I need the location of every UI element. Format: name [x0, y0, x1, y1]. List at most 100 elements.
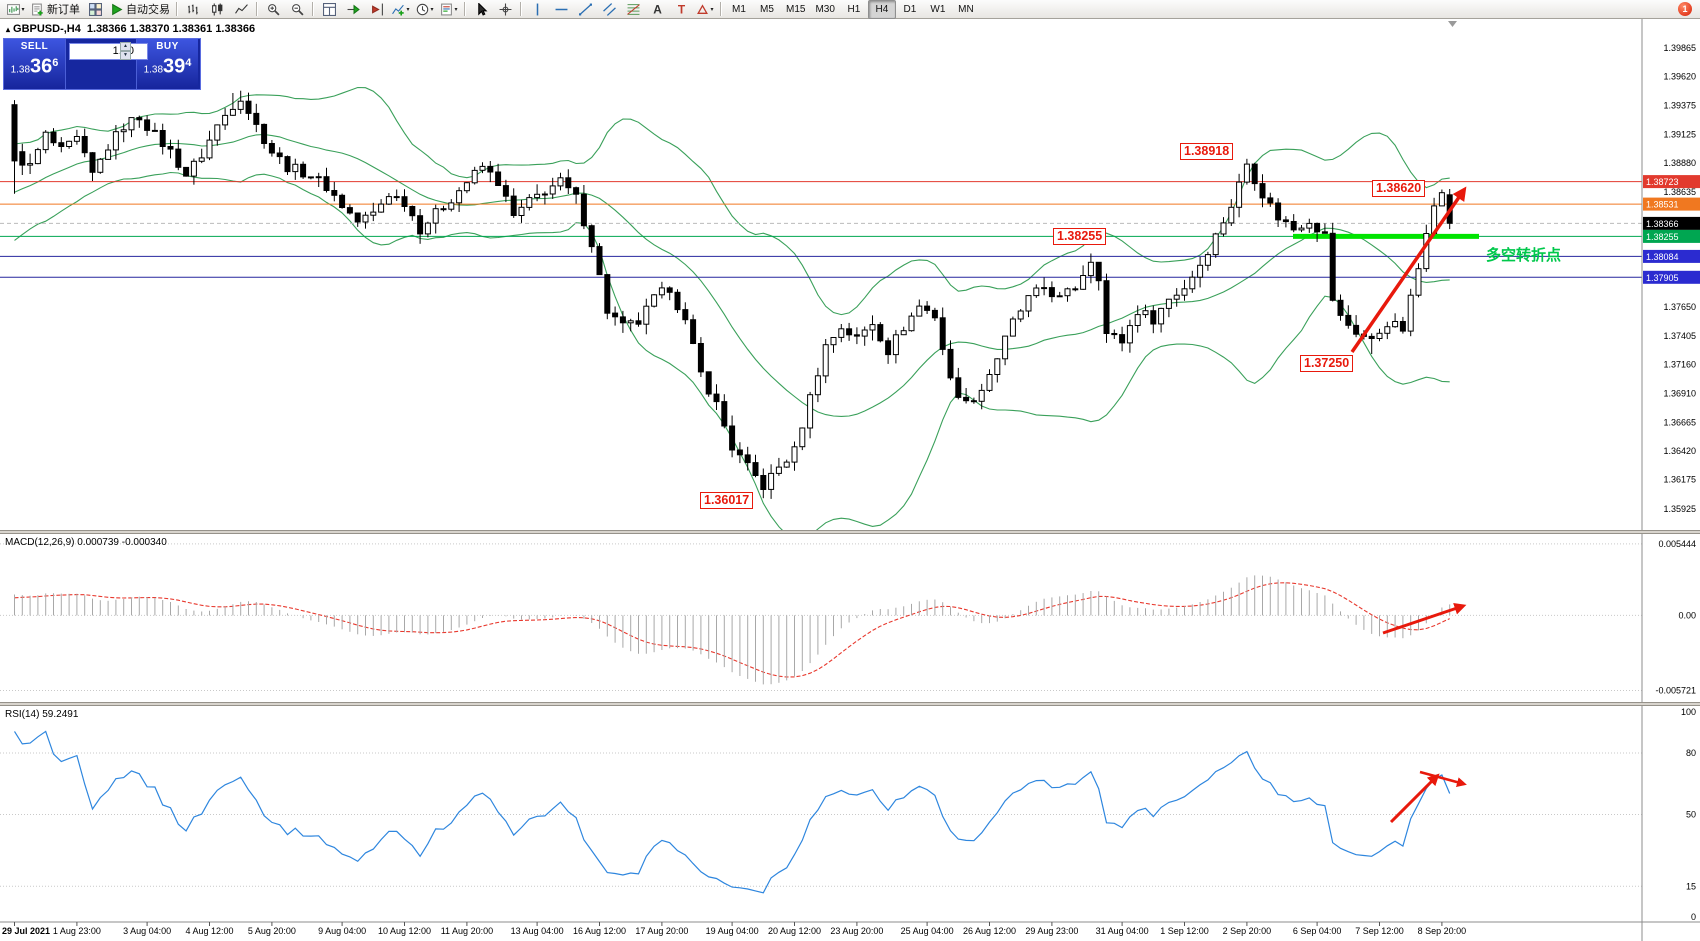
timeframe-h1-button[interactable]: H1	[847, 3, 861, 15]
new-order-button[interactable]: 新订单	[28, 0, 83, 19]
volume-section: ▲ ▼	[66, 39, 148, 89]
candle-body	[877, 324, 884, 342]
bar-chart-button[interactable]	[181, 0, 205, 19]
label-button[interactable]: T	[669, 0, 693, 19]
candle-body	[752, 462, 759, 477]
template-icon	[441, 3, 453, 15]
horizontal-line-button[interactable]	[549, 0, 573, 19]
candle-body	[635, 320, 642, 325]
candle-body	[1353, 324, 1360, 335]
trend-arrow[interactable]	[1350, 186, 1467, 353]
tile-windows-button[interactable]	[317, 0, 341, 19]
timeframe-w1-button[interactable]: W1	[930, 3, 946, 15]
collapse-panel-arrow[interactable]: ▴	[6, 25, 11, 34]
timeframe-h4-button[interactable]: H4	[867, 0, 896, 19]
line-chart-button[interactable]	[229, 0, 253, 19]
price-level-chip-label: 1.38723	[1646, 177, 1679, 187]
chart-shift-marker[interactable]	[1448, 21, 1457, 27]
buy-label: BUY	[156, 41, 179, 52]
candle-body	[346, 207, 353, 214]
timeframe-m5-button[interactable]: M5	[760, 3, 774, 15]
candle-body	[1314, 222, 1321, 233]
candle-body	[393, 196, 400, 199]
sell-button[interactable]: SELL 1.38366	[4, 39, 66, 89]
candle-body	[643, 305, 650, 325]
trend-arrow[interactable]	[1419, 770, 1467, 787]
candle-body	[97, 158, 104, 173]
rsi-axis-label: 0	[1691, 912, 1696, 922]
trend-arrow[interactable]	[1382, 603, 1467, 635]
chart-profiles-button[interactable]	[83, 0, 107, 19]
timeframe-mn-button[interactable]: MN	[958, 3, 974, 15]
price-annotation[interactable]: 1.37250	[1300, 355, 1354, 372]
sell-label: SELL	[20, 41, 49, 52]
indicators-button[interactable]: ▾	[389, 0, 413, 19]
timeframe-m1-button[interactable]: M1	[732, 3, 746, 15]
candle-body	[105, 149, 112, 160]
candle-body	[760, 475, 767, 490]
price-annotation[interactable]: 1.38620	[1372, 180, 1426, 197]
rsi-pane-resizer[interactable]	[0, 702, 1700, 706]
time-axis[interactable]: 29 Jul 2021 1 Aug 23:00 3 Aug 04:00 4 Aug 1…	[0, 921, 1700, 936]
candle-body	[27, 163, 34, 166]
candle-body	[963, 396, 970, 402]
periods-button[interactable]: ▾	[413, 0, 437, 19]
price-level-chip-label: 1.38084	[1646, 252, 1679, 262]
crosshair-button[interactable]	[493, 0, 517, 19]
chart-shift-button[interactable]	[365, 0, 389, 19]
bollinger-bands	[14, 86, 1450, 530]
timeframe-m30-button[interactable]: M30	[815, 3, 835, 15]
candle-body	[822, 344, 829, 377]
notification-badge[interactable]: 1	[1678, 2, 1692, 16]
volume-down-button[interactable]: ▼	[120, 51, 131, 60]
volume-up-button[interactable]: ▲	[120, 42, 131, 51]
charts-button[interactable]: ▾	[4, 0, 28, 19]
price-level-chip	[1643, 249, 1700, 263]
cursor-button[interactable]	[469, 0, 493, 19]
candle-body	[830, 337, 837, 346]
horizontal-level-lines[interactable]	[0, 181, 1642, 278]
price-axis-label: 1.39375	[1663, 100, 1696, 110]
dropdown-caret-icon: ▾	[430, 6, 434, 13]
candle-body	[300, 163, 307, 178]
channel-button[interactable]	[597, 0, 621, 19]
candle-body	[1204, 254, 1211, 266]
indicators-icon	[392, 4, 405, 15]
price-annotation[interactable]: 1.38255	[1053, 228, 1107, 245]
macd-pane-resizer[interactable]	[0, 530, 1700, 534]
text-button[interactable]: A	[645, 0, 669, 19]
crosshair-icon	[499, 3, 511, 15]
timeframe-d1-button[interactable]: D1	[903, 3, 917, 15]
candle-body	[986, 374, 993, 391]
candle-body	[401, 196, 408, 207]
arrows-button[interactable]: ▾	[693, 0, 717, 19]
candle-body	[978, 389, 985, 402]
zoom-in-button[interactable]	[261, 0, 285, 19]
volume-input[interactable]	[69, 42, 148, 60]
fibonacci-button[interactable]	[621, 0, 645, 19]
auto-scroll-button[interactable]	[341, 0, 365, 19]
time-axis-label: 3 Aug 04:00	[123, 926, 171, 936]
trendline-button[interactable]	[573, 0, 597, 19]
bollinger-upper-line	[14, 86, 1450, 316]
timeframe-m15-button[interactable]: M15	[786, 3, 806, 15]
macd-histogram	[14, 575, 1451, 685]
autotrading-button[interactable]: 自动交易	[107, 0, 173, 19]
price-annotation[interactable]: 1.38918	[1180, 143, 1234, 160]
candle-body	[1048, 287, 1055, 298]
trend-arrows[interactable]	[1350, 186, 1467, 824]
zoom-out-button[interactable]	[285, 0, 309, 19]
one-click-trading-panel: SELL 1.38366 ▲ ▼ BUY 1.38394	[3, 38, 201, 90]
price-axis-label: 1.36420	[1663, 446, 1696, 456]
cursor-icon	[477, 2, 487, 16]
price-annotation[interactable]: 1.36017	[700, 492, 754, 509]
time-axis-label: 13 Aug 04:00	[511, 926, 564, 936]
trend-note-text[interactable]: 多空转折点	[1486, 247, 1562, 264]
price-axis[interactable]: 1.39865 1.39620 1.39375 1.39125 1.38880 1.386…	[1643, 43, 1700, 514]
vertical-line-button[interactable]	[525, 0, 549, 19]
trend-arrow[interactable]	[1389, 773, 1440, 824]
templates-button[interactable]: ▾	[437, 0, 461, 19]
dropdown-caret-icon: ▾	[21, 6, 25, 13]
candle-chart-button[interactable]	[205, 0, 229, 19]
